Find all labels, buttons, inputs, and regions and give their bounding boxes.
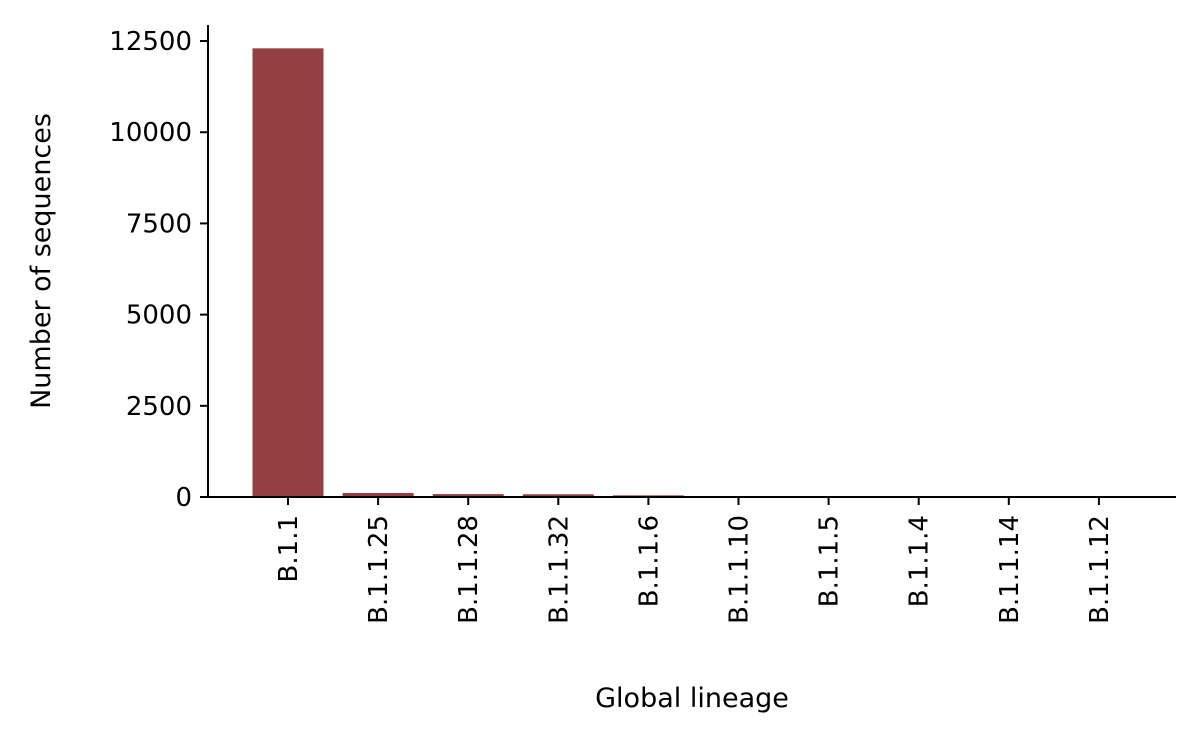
- y-tick-label: 5000: [126, 301, 192, 331]
- x-tick-label: B.1.1.32: [544, 515, 574, 624]
- x-tick-label: B.1.1.6: [634, 515, 664, 607]
- bar-B.1.1.25: [342, 492, 414, 497]
- x-tick-label: B.1.1.5: [815, 515, 845, 607]
- x-tick-label: B.1.1.25: [364, 515, 394, 624]
- bars-group: [252, 48, 1135, 498]
- y-tick-label: 0: [175, 483, 192, 513]
- x-tick-label: B.1.1.14: [995, 515, 1025, 624]
- y-tick-label: 2500: [126, 392, 192, 422]
- x-tick-label: B.1.1.10: [725, 515, 755, 624]
- y-tick-label: 7500: [126, 209, 192, 239]
- x-axis: B.1.1 B.1.1.25 B.1.1.28 B.1.1.32 B.1.1.6 B.1.…: [274, 497, 1115, 624]
- y-tick-label: 10000: [109, 118, 192, 148]
- bar-B.1.1.32: [522, 494, 594, 497]
- x-tick-label: B.1.1.12: [1085, 515, 1115, 624]
- x-axis-label: Global lineage: [595, 683, 789, 714]
- bar-B.1.1: [252, 48, 324, 498]
- x-tick-label: B.1.1.28: [454, 515, 484, 624]
- y-axis: 0 2500 5000 7500 10000 12500: [109, 27, 208, 513]
- y-tick-label: 12500: [109, 27, 192, 57]
- y-axis-label: Number of sequences: [26, 113, 57, 409]
- bar-B.1.1.28: [432, 494, 504, 497]
- x-tick-label: B.1.1.4: [905, 515, 935, 607]
- x-tick-label: B.1.1: [274, 515, 304, 582]
